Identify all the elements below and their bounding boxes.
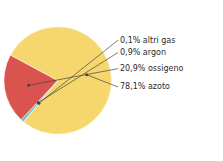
svg-text:0,1% altri gas: 0,1% altri gas <box>120 36 175 45</box>
svg-text:78,1% azoto: 78,1% azoto <box>120 82 170 91</box>
svg-text:20,9% ossigeno: 20,9% ossigeno <box>120 64 183 73</box>
svg-text:0,9% argon: 0,9% argon <box>120 48 166 57</box>
